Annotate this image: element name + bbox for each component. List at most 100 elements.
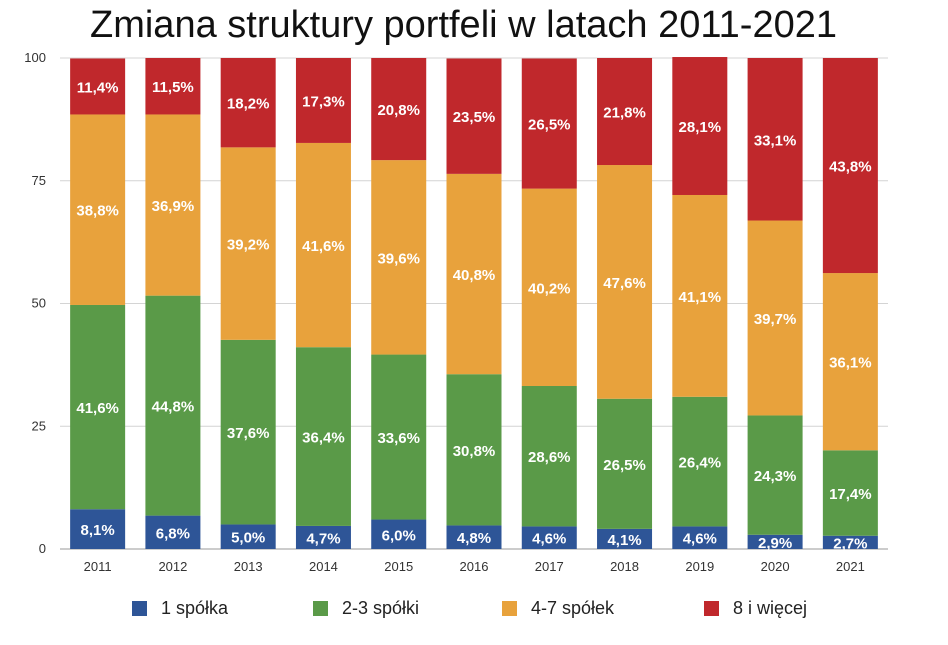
data-label-2013-s2: 37,6% bbox=[227, 425, 270, 442]
data-label-2017-s3: 40,2% bbox=[528, 280, 571, 297]
data-label-2019-s3: 41,1% bbox=[679, 289, 722, 306]
data-label-2021-s1: 2,7% bbox=[833, 535, 867, 552]
bar-segment-2016-s2 bbox=[446, 374, 502, 526]
data-label-2021-s4: 43,8% bbox=[829, 159, 872, 176]
data-label-2014-s2: 36,4% bbox=[302, 430, 345, 447]
data-label-2011-s4: 11,4% bbox=[77, 79, 119, 96]
data-label-2011-s2: 41,6% bbox=[76, 400, 119, 417]
data-label-2015-s4: 20,8% bbox=[377, 102, 420, 119]
data-label-2013-s4: 18,2% bbox=[227, 96, 270, 113]
legend-swatch-4 bbox=[704, 601, 719, 616]
y-tick-label-0: 0 bbox=[39, 541, 46, 556]
data-label-2015-s2: 33,6% bbox=[377, 430, 420, 447]
bar-segment-2020-s4 bbox=[747, 58, 803, 221]
bar-segment-2011-s1 bbox=[70, 509, 126, 549]
bar-segment-2016-s1 bbox=[446, 525, 502, 549]
x-tick-label-2012: 2012 bbox=[158, 559, 187, 574]
data-label-2014-s3: 41,6% bbox=[302, 238, 345, 255]
bar-segment-2014-s2 bbox=[295, 347, 351, 526]
bar-segment-2011-s3 bbox=[70, 114, 126, 305]
data-label-2018-s3: 47,6% bbox=[603, 275, 646, 292]
data-label-2012-s4: 11,5% bbox=[152, 79, 194, 96]
bar-segment-2020-s1 bbox=[747, 534, 803, 549]
data-label-2016-s2: 30,8% bbox=[453, 443, 496, 460]
bar-segment-2012-s1 bbox=[145, 515, 201, 549]
bar-segment-2012-s3 bbox=[145, 114, 201, 296]
bar-segment-2021-s3 bbox=[822, 273, 878, 451]
bar-segment-2017-s2 bbox=[521, 385, 577, 527]
x-tick-label-2015: 2015 bbox=[384, 559, 413, 574]
bar-segment-2012-s2 bbox=[145, 295, 201, 516]
y-tick-label-25: 25 bbox=[32, 418, 46, 433]
bar-segment-2013-s3 bbox=[220, 147, 276, 340]
bar-segment-2014-s3 bbox=[295, 142, 351, 348]
bar-segment-2017-s4 bbox=[521, 58, 577, 189]
legend-swatch-1 bbox=[132, 601, 147, 616]
legend-item-1: 1 spółka bbox=[132, 598, 228, 619]
data-label-2019-s2: 26,4% bbox=[679, 455, 722, 472]
bar-segment-2021-s4 bbox=[822, 58, 878, 274]
bar-segment-2021-s2 bbox=[822, 450, 878, 536]
data-label-2019-s1: 4,6% bbox=[683, 531, 717, 548]
bar-segment-2017-s1 bbox=[521, 526, 577, 549]
data-label-2021-s2: 17,4% bbox=[829, 486, 872, 503]
bar-segment-2016-s3 bbox=[446, 173, 502, 375]
bar-segment-2018-s4 bbox=[597, 58, 653, 166]
legend-item-3: 4-7 spółek bbox=[502, 598, 614, 619]
legend-item-4: 8 i więcej bbox=[704, 598, 807, 619]
legend-label-4: 8 i więcej bbox=[733, 598, 808, 618]
x-tick-label-2016: 2016 bbox=[460, 559, 489, 574]
data-label-2018-s2: 26,5% bbox=[603, 457, 646, 474]
data-label-2015-s1: 6,0% bbox=[382, 527, 416, 544]
data-label-2016-s4: 23,5% bbox=[453, 109, 496, 126]
bar-segment-2018-s3 bbox=[597, 165, 653, 399]
bar-segment-2012-s4 bbox=[145, 58, 201, 115]
data-label-2016-s1: 4,8% bbox=[457, 530, 491, 547]
y-tick-label-75: 75 bbox=[32, 173, 46, 188]
bar-segment-2020-s3 bbox=[747, 220, 803, 416]
data-label-2012-s1: 6,8% bbox=[156, 525, 190, 542]
data-label-2015-s3: 39,6% bbox=[377, 250, 420, 267]
bar-segment-2015-s3 bbox=[371, 160, 427, 355]
x-tick-label-2014: 2014 bbox=[309, 559, 338, 574]
legend-label-3: 4-7 spółek bbox=[531, 598, 615, 618]
bar-segment-2019-s1 bbox=[672, 526, 728, 549]
data-label-2012-s3: 36,9% bbox=[152, 198, 195, 215]
x-tick-label-2021: 2021 bbox=[836, 559, 865, 574]
data-label-2011-s3: 38,8% bbox=[76, 203, 119, 220]
data-label-2020-s4: 33,1% bbox=[754, 132, 797, 149]
bar-segment-2021-s1 bbox=[822, 535, 878, 549]
data-label-2014-s4: 17,3% bbox=[302, 93, 345, 110]
data-label-2013-s3: 39,2% bbox=[227, 237, 270, 254]
data-label-2020-s1: 2,9% bbox=[758, 535, 792, 552]
data-label-2013-s1: 5,0% bbox=[231, 530, 265, 547]
bar-segment-2019-s3 bbox=[672, 194, 728, 397]
x-tick-label-2020: 2020 bbox=[761, 559, 790, 574]
legend-label-1: 1 spółka bbox=[161, 598, 229, 618]
bar-segment-2014-s1 bbox=[295, 525, 351, 549]
data-label-2017-s4: 26,5% bbox=[528, 117, 571, 134]
data-label-2012-s2: 44,8% bbox=[152, 399, 195, 416]
bar-segment-2018-s1 bbox=[597, 528, 653, 549]
bar-segment-2017-s3 bbox=[521, 188, 577, 386]
data-label-2017-s2: 28,6% bbox=[528, 449, 571, 466]
data-label-2021-s3: 36,1% bbox=[829, 355, 872, 372]
legend-label-2: 2-3 spółki bbox=[342, 598, 420, 618]
bar-segment-2018-s2 bbox=[597, 398, 653, 529]
bar-segment-2011-s2 bbox=[70, 304, 126, 510]
data-label-2016-s3: 40,8% bbox=[453, 267, 496, 284]
x-tick-label-2019: 2019 bbox=[685, 559, 714, 574]
x-tick-label-2017: 2017 bbox=[535, 559, 564, 574]
data-label-2019-s4: 28,1% bbox=[679, 119, 722, 136]
x-tick-label-2011: 2011 bbox=[84, 559, 112, 574]
legend-swatch-3 bbox=[502, 601, 517, 616]
data-label-2018-s4: 21,8% bbox=[603, 105, 646, 122]
data-label-2017-s1: 4,6% bbox=[532, 531, 566, 548]
legend-swatch-2 bbox=[313, 601, 328, 616]
bar-segment-2020-s2 bbox=[747, 415, 803, 535]
data-label-2011-s1: 8,1% bbox=[81, 522, 115, 539]
y-tick-label-50: 50 bbox=[32, 296, 46, 311]
data-label-2020-s2: 24,3% bbox=[754, 468, 797, 485]
bar-segment-2015-s2 bbox=[371, 354, 427, 520]
